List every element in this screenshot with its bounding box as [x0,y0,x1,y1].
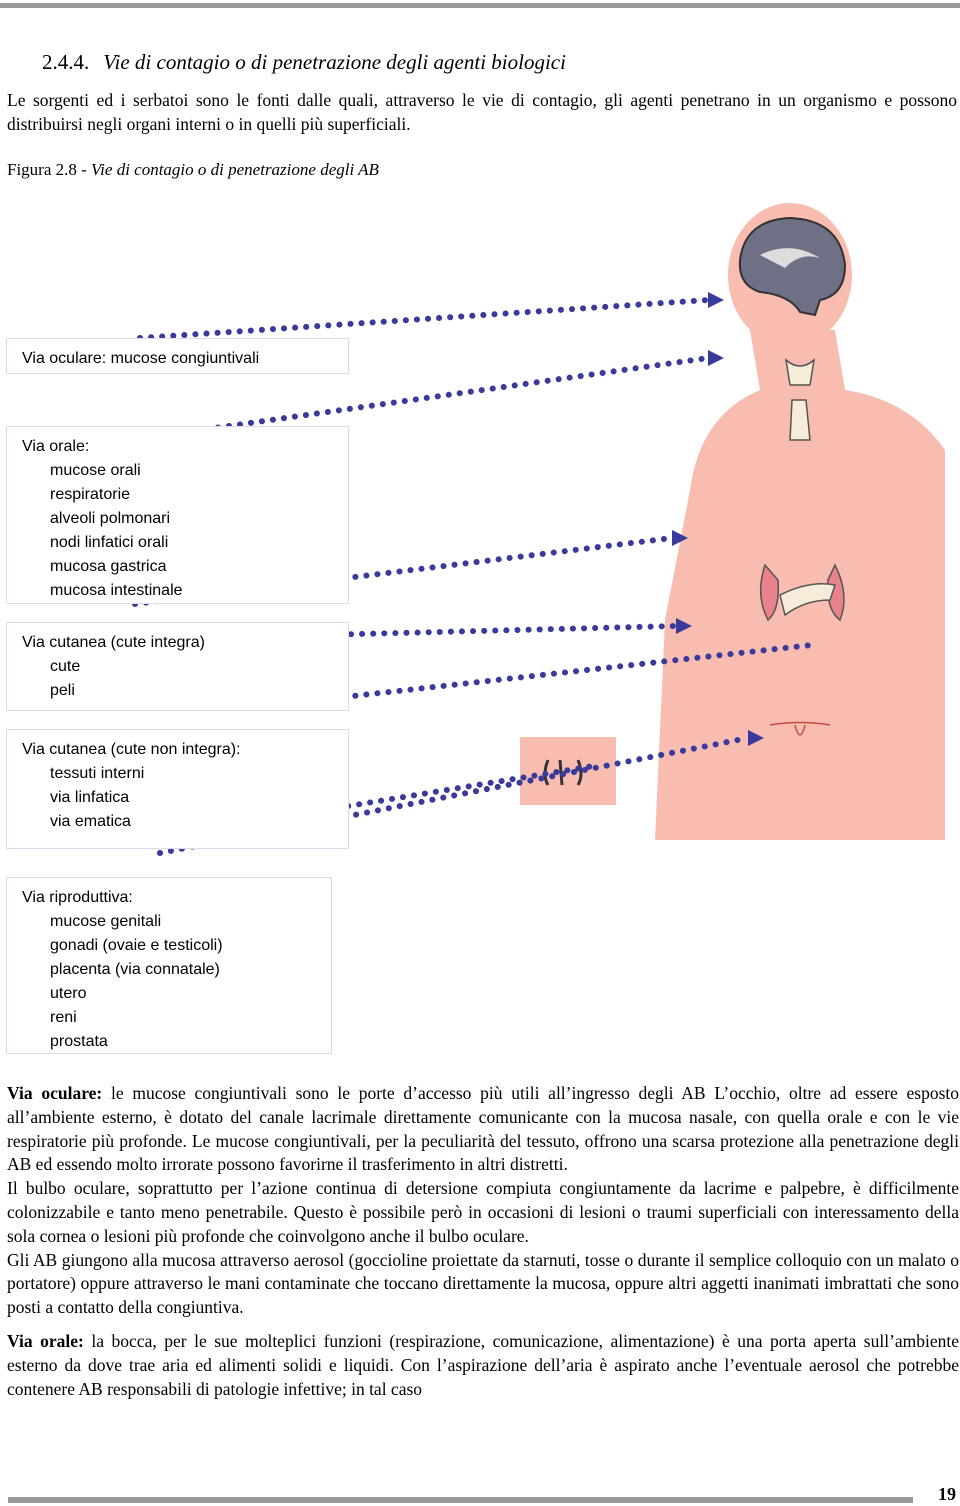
paragraph: Via oculare: le mucose congiuntivali son… [7,1082,959,1177]
route-title: Via oculare: mucose congiuntivali [22,350,260,367]
route-item: gonadi (ovaie e testicoli) [50,937,223,954]
page-number: 19 [938,1484,956,1504]
route-item: placenta (via connatale) [50,961,220,978]
organs [543,358,845,786]
route-box: Via cutanea (cute non integra): tessuti i… [6,729,349,849]
section-heading: 2.4.4. Vie di contagio o di penetrazione … [42,50,566,75]
paragraph-text: le mucose congiuntivali sono le porte d’… [7,1083,960,1175]
route-title: Via orale: [22,438,90,455]
route-title: Via cutanea (cute integra) [22,634,205,651]
bottom-rule [8,1497,913,1503]
route-item: tessuti interni [50,765,145,782]
figure-caption: Figura 2.8 - Vie di contagio o di penetr… [7,160,379,180]
paragraph-text: la bocca, per le sue molteplici funzioni… [7,1330,960,1399]
body-silhouette [520,203,945,840]
route-item: via linfatica [50,789,130,806]
paragraph: Gli AB giungono alla mucosa attraverso a… [7,1249,959,1320]
route-item: prostata [50,1033,108,1050]
top-rule [0,3,960,8]
arrow-heads [672,292,764,746]
intro-paragraph: Le sorgenti ed i serbatoi sono le fonti … [7,90,957,134]
route-item: utero [50,985,87,1002]
paragraph: Il bulbo oculare, soprattutto per l’azio… [7,1177,959,1248]
figure-label: Figura 2.8 [7,160,77,179]
section-title: Vie di contagio o di penetrazione degli … [103,50,566,74]
route-title: Via riproduttiva: [22,889,133,906]
paragraph-text: Gli AB giungono alla mucosa attraverso a… [7,1249,959,1318]
route-item: reni [50,1009,77,1026]
route-box: Via orale: mucose orali respiratorie alveol… [6,426,349,604]
body-text: Via oculare: le mucose congiuntivali son… [7,1082,959,1401]
route-item: peli [50,682,75,699]
route-item: mucose genitali [50,913,162,930]
paragraph-lead: Via orale: [7,1330,84,1351]
paragraph: Via orale: la bocca, per le sue moltepli… [7,1330,959,1401]
brain [738,216,847,317]
route-item: respiratorie [50,486,131,503]
route-item: mucosa gastrica [50,558,167,575]
caption-text: - Vie di contagio o di penetrazione degl… [81,160,379,179]
route-item: nodi linfatici orali [50,534,169,551]
route-item: mucosa intestinale [50,582,183,599]
route-item: alveoli polmonari [50,510,171,527]
route-title: Via cutanea (cute non integra): [22,741,241,758]
section-number: 2.4.4. [42,50,90,74]
route-box: Via oculare: mucose congiuntivali [6,338,349,374]
route-item: mucose orali [50,462,141,479]
paragraph-lead: Via oculare: [7,1083,103,1103]
route-item: via ematica [50,813,131,830]
route-box: Via riproduttiva: mucose genitali gonadi (… [6,877,332,1054]
route-item: cute [50,658,81,675]
route-box: Via cutanea (cute integra) cute peli [6,622,349,711]
paragraph-text: Il bulbo oculare, soprattutto per l’azio… [7,1178,959,1246]
